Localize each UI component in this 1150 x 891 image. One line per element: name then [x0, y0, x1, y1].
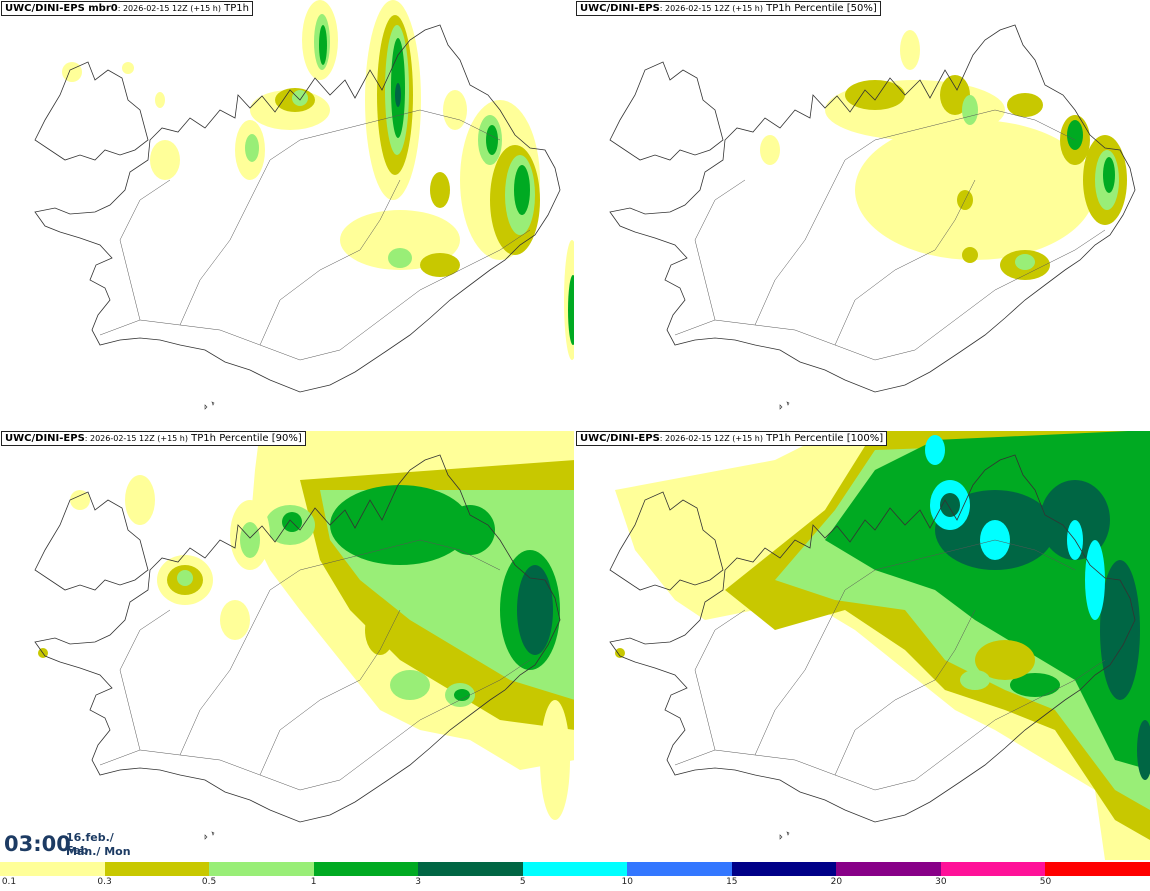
- legend-swatch: [940, 862, 1046, 876]
- legend-tick-label: 20: [830, 877, 843, 887]
- valid-time-box: 03:00 16.feb./ Feb Mán./ Mon: [0, 826, 140, 862]
- legend-swatch: [522, 862, 628, 876]
- legend-tick-label: 1: [310, 877, 317, 887]
- precip-map-mbr0: [34, 0, 575, 410]
- legend-tick-label: 0.3: [97, 877, 112, 887]
- precip-fields: [38, 430, 575, 820]
- legend-swatch: [313, 862, 419, 876]
- legend-swatch: [836, 862, 941, 876]
- legend-tick-label: 0.1: [1, 877, 17, 887]
- field-name: TP1h Percentile [50%]: [766, 3, 877, 14]
- run-time: : 2026-02-15 12Z (+15 h): [117, 4, 221, 13]
- panel-title-p50: UWC/DINI-EPS: 2026-02-15 12Z (+15 h) TP1…: [576, 1, 881, 16]
- run-time: : 2026-02-15 12Z (+15 h): [84, 434, 188, 443]
- legend-tick-label: 50: [1039, 877, 1052, 887]
- panel-divider-horizontal: [0, 429, 1150, 431]
- map-panel-p100: UWC/DINI-EPS: 2026-02-15 12Z (+15 h) TP1…: [575, 430, 1150, 860]
- model-name: UWC/DINI-EPS: [5, 433, 85, 444]
- map-panel-p90: UWC/DINI-EPS: 2026-02-15 12Z (+15 h) TP1…: [0, 430, 575, 860]
- legend-tick-label: 5: [519, 877, 526, 887]
- panel-title-mbr0: UWC/DINI-EPS mbr0: 2026-02-15 12Z (+15 h…: [1, 1, 253, 16]
- color-legend: 0.1 0.3 0.5 1 3 5 10 15 20 30 50: [0, 862, 1150, 891]
- field-name: TP1h: [224, 3, 249, 14]
- panel-divider-vertical: [574, 0, 576, 862]
- field-name: TP1h Percentile [100%]: [766, 433, 884, 444]
- valid-date: 16.feb./ Feb: [66, 831, 114, 857]
- precip-map-p50: [609, 24, 1136, 410]
- run-time: : 2026-02-15 12Z (+15 h): [659, 434, 763, 443]
- legend-color-bar: [0, 862, 1150, 876]
- precip-map-p100: [609, 430, 1150, 860]
- map-panel-mbr0: UWC/DINI-EPS mbr0: 2026-02-15 12Z (+15 h…: [0, 0, 575, 430]
- panel-title-p100: UWC/DINI-EPS: 2026-02-15 12Z (+15 h) TP1…: [576, 431, 888, 446]
- legend-swatch: [627, 862, 732, 876]
- model-name: UWC/DINI-EPS: [580, 3, 660, 14]
- legend-swatch: [104, 862, 210, 876]
- legend-tick-label: 30: [935, 877, 947, 887]
- valid-weekday: Mán./ Mon: [66, 845, 131, 858]
- legend-swatch: [1045, 862, 1150, 876]
- legend-swatch: [731, 862, 837, 876]
- field-name: TP1h Percentile [90%]: [191, 433, 302, 444]
- model-name: UWC/DINI-EPS mbr0: [5, 3, 118, 14]
- legend-tick-label: 15: [726, 877, 738, 887]
- valid-time: 03:00: [4, 832, 71, 856]
- panel-title-p90: UWC/DINI-EPS: 2026-02-15 12Z (+15 h) TP1…: [1, 431, 306, 446]
- model-name: UWC/DINI-EPS: [580, 433, 660, 444]
- precip-fields: [62, 0, 575, 360]
- precip-fields: [615, 430, 1150, 860]
- legend-swatch: [209, 862, 314, 876]
- map-panel-p50: UWC/DINI-EPS: 2026-02-15 12Z (+15 h) TP1…: [575, 0, 1150, 430]
- legend-tick-label: 0.5: [201, 877, 217, 887]
- precip-fields: [760, 30, 1127, 280]
- legend-tick-label: 3: [415, 877, 422, 887]
- legend-tick-label: 10: [621, 877, 633, 887]
- run-time: : 2026-02-15 12Z (+15 h): [659, 4, 763, 13]
- precip-map-p90: [34, 430, 575, 840]
- legend-swatch: [0, 862, 105, 876]
- legend-swatch: [418, 862, 523, 876]
